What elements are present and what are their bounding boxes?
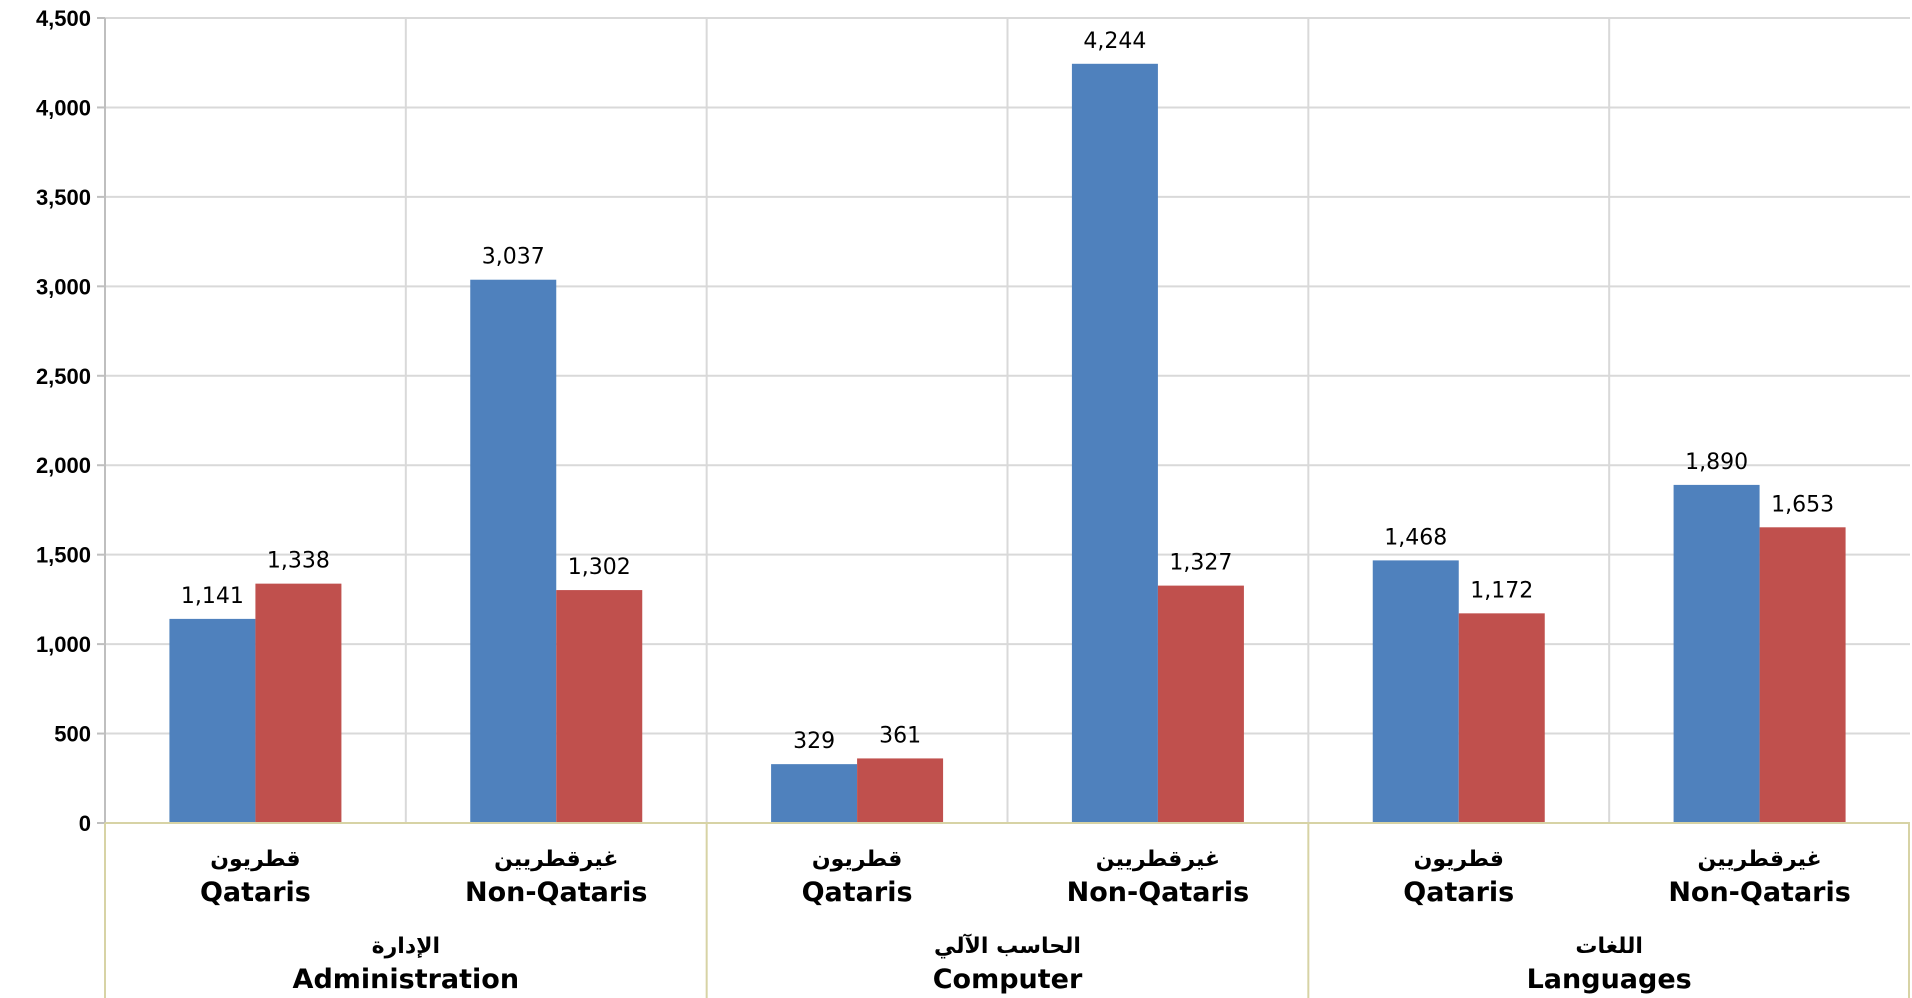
category-labels: قطريون Qataris غيرقطريين Non-Qataris قطريون Q… xyxy=(200,847,1851,908)
bar xyxy=(1372,560,1459,823)
bar xyxy=(470,279,557,823)
bar xyxy=(1673,484,1760,823)
group-label-en: Administration xyxy=(293,964,520,995)
bar xyxy=(1071,63,1158,824)
y-tick-label: 4,000 xyxy=(36,95,91,120)
y-tick-label: 3,500 xyxy=(36,185,91,210)
y-axis-ticks: 0 500 1,000 1,500 2,000 2,500 3,000 3,500 4,000 4… xyxy=(36,6,91,836)
data-label: 361 xyxy=(879,723,921,748)
group-label-en: Languages xyxy=(1527,964,1692,995)
category-label-en: Non-Qataris xyxy=(465,877,648,908)
data-label: 1,338 xyxy=(267,549,330,574)
y-tick-label: 1,000 xyxy=(36,632,91,657)
bar xyxy=(1157,585,1244,823)
bar xyxy=(857,758,944,823)
group-label-en: Computer xyxy=(933,964,1083,995)
category-label-en: Qataris xyxy=(1403,877,1514,908)
data-label: 329 xyxy=(793,729,835,754)
group-labels: الإدارة Administration الحاسب الآلي Compute… xyxy=(293,933,1692,995)
bars xyxy=(169,63,1846,824)
category-label-ar: قطريون xyxy=(210,847,300,872)
group-label-ar: الإدارة xyxy=(372,934,440,959)
y-tick-label: 2,000 xyxy=(36,453,91,478)
bar xyxy=(169,618,256,823)
data-label: 1,468 xyxy=(1384,525,1447,550)
category-label-ar: غيرقطريين xyxy=(1096,847,1220,872)
y-tick-label: 0 xyxy=(79,811,91,836)
bar xyxy=(1458,613,1545,823)
data-labels: 1,141 3,037 329 4,244 1,468 1,890 1,338 1,302 36… xyxy=(181,29,1834,754)
y-tick-label: 2,500 xyxy=(36,364,91,389)
bar xyxy=(1759,527,1846,823)
bar xyxy=(771,764,858,823)
category-label-ar: غيرقطريين xyxy=(1697,847,1821,872)
data-label: 4,244 xyxy=(1083,29,1146,54)
category-label-ar: قطريون xyxy=(1414,847,1504,872)
category-label-en: Non-Qataris xyxy=(1668,877,1851,908)
bar xyxy=(556,590,643,823)
y-tick-label: 4,500 xyxy=(36,6,91,31)
data-label: 1,172 xyxy=(1470,578,1533,603)
category-label-en: Qataris xyxy=(802,877,913,908)
axes xyxy=(97,17,1910,998)
category-label-en: Qataris xyxy=(200,877,311,908)
category-label-ar: غيرقطريين xyxy=(494,847,618,872)
data-label: 1,302 xyxy=(568,555,631,580)
y-tick-label: 500 xyxy=(54,722,91,747)
group-label-ar: اللغات xyxy=(1575,934,1643,959)
bar xyxy=(255,583,342,823)
category-label-en: Non-Qataris xyxy=(1067,877,1250,908)
category-label-ar: قطريون xyxy=(812,847,902,872)
y-tick-label: 3,000 xyxy=(36,274,91,299)
grid-lines xyxy=(105,17,1910,823)
group-label-ar: الحاسب الآلي xyxy=(934,933,1081,959)
data-label: 1,141 xyxy=(181,584,244,609)
data-label: 1,653 xyxy=(1771,492,1834,517)
y-tick-label: 1,500 xyxy=(36,543,91,568)
data-label: 3,037 xyxy=(482,245,545,270)
data-label: 1,890 xyxy=(1685,450,1748,475)
data-label: 1,327 xyxy=(1169,551,1232,576)
